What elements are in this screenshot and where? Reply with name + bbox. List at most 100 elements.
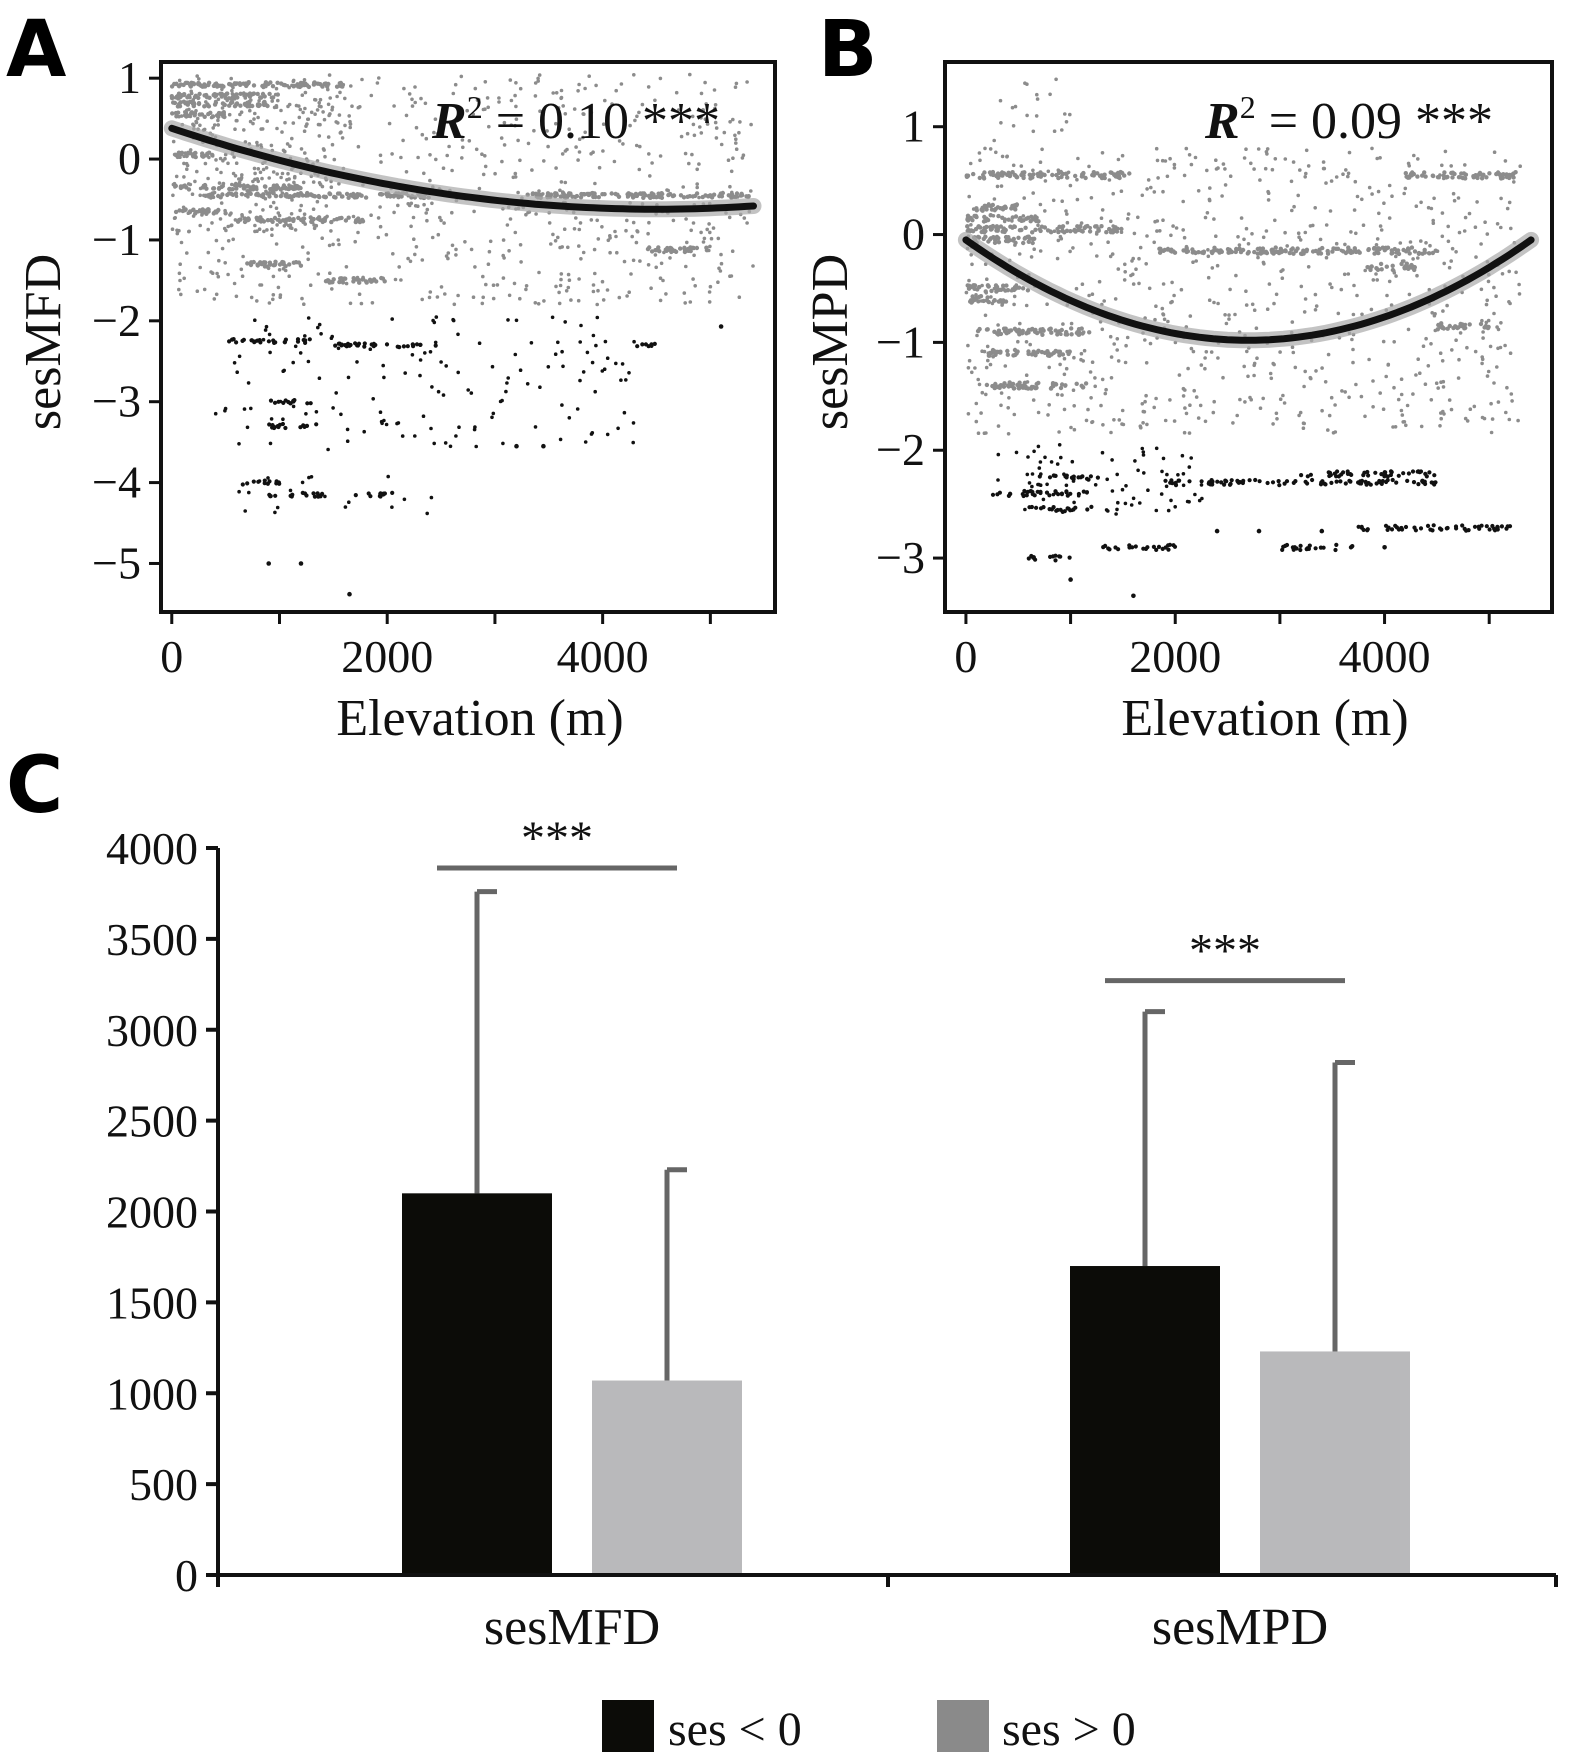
- data-point: [1234, 246, 1239, 252]
- data-point: [233, 127, 237, 131]
- data-point: [1097, 279, 1102, 284]
- data-point: [232, 361, 237, 365]
- data-point: [514, 318, 519, 323]
- data-point: [1160, 158, 1165, 163]
- y-tick-label: 0: [902, 209, 925, 260]
- panel-b-r2-annotation: R2 = 0.09 ***: [1204, 89, 1493, 150]
- data-point: [174, 114, 179, 119]
- data-point: [533, 425, 538, 429]
- data-point: [1196, 189, 1201, 193]
- data-point: [1396, 397, 1401, 402]
- data-point: [1038, 460, 1043, 464]
- data-point: [1391, 425, 1395, 429]
- data-point: [1301, 426, 1306, 431]
- data-point: [1101, 545, 1106, 550]
- data-point: [495, 283, 500, 287]
- data-point: [1260, 246, 1266, 251]
- data-point: [268, 494, 273, 499]
- data-point: [1458, 331, 1463, 335]
- data-point: [1030, 492, 1035, 497]
- data-point: [1138, 501, 1142, 505]
- data-point: [252, 166, 257, 171]
- data-point: [719, 261, 724, 266]
- data-point: [1013, 173, 1018, 178]
- data-point: [1146, 178, 1151, 182]
- data-point: [1003, 364, 1008, 368]
- data-point: [273, 259, 278, 264]
- data-point: [1108, 170, 1113, 175]
- data-point: [212, 297, 217, 301]
- data-point: [283, 425, 288, 431]
- data-point: [1047, 403, 1051, 407]
- data-point: [263, 80, 269, 85]
- data-point: [577, 150, 582, 154]
- data-point: [331, 242, 335, 247]
- data-point: [608, 236, 612, 240]
- data-point: [189, 111, 194, 116]
- data-point: [994, 150, 998, 155]
- data-point: [327, 73, 332, 77]
- data-point: [1056, 229, 1061, 235]
- data-point: [483, 164, 488, 169]
- data-point: [1495, 325, 1499, 329]
- data-point: [388, 194, 393, 199]
- data-point: [558, 283, 563, 288]
- data-point: [1145, 545, 1150, 550]
- data-point: [1301, 248, 1306, 253]
- data-point: [432, 441, 437, 446]
- data-point: [378, 224, 383, 229]
- data-point: [1131, 496, 1136, 501]
- data-point: [1485, 232, 1490, 236]
- data-point: [1283, 157, 1288, 161]
- data-point: [1314, 304, 1319, 308]
- data-point: [321, 147, 326, 151]
- data-point: [506, 376, 511, 380]
- data-point: [505, 381, 509, 385]
- data-point: [308, 215, 313, 220]
- data-point: [572, 227, 577, 231]
- data-point: [1366, 473, 1371, 478]
- data-point: [1214, 528, 1220, 534]
- data-point: [652, 113, 657, 117]
- data-point: [230, 182, 234, 187]
- data-point: [1082, 348, 1087, 353]
- data-point: [1412, 525, 1417, 530]
- data-point: [170, 111, 175, 116]
- data-point: [979, 411, 983, 415]
- data-point: [1137, 281, 1141, 286]
- data-point: [542, 299, 546, 303]
- data-point: [1447, 398, 1452, 402]
- data-point: [1499, 321, 1503, 325]
- data-point: [293, 174, 297, 179]
- data-point: [643, 342, 649, 347]
- data-point: [356, 341, 362, 346]
- data-point: [430, 235, 435, 240]
- data-point: [713, 103, 718, 107]
- data-point: [1184, 146, 1189, 151]
- data-point: [1442, 170, 1447, 175]
- data-point: [749, 122, 753, 127]
- data-point: [585, 350, 590, 355]
- data-point: [632, 339, 636, 344]
- data-point: [1431, 523, 1436, 528]
- data-point: [179, 292, 183, 297]
- data-point: [1486, 369, 1491, 374]
- data-point: [1068, 249, 1072, 254]
- data-point: [418, 358, 423, 362]
- data-point: [1004, 283, 1009, 288]
- data-point: [1255, 356, 1259, 361]
- data-point: [257, 99, 261, 103]
- data-point: [518, 296, 522, 301]
- data-point: [362, 344, 367, 349]
- data-point: [270, 227, 274, 231]
- data-point: [317, 134, 322, 138]
- data-point: [1431, 481, 1436, 486]
- data-point: [1488, 344, 1493, 349]
- data-point: [183, 110, 189, 116]
- data-point: [1233, 312, 1237, 317]
- data-point: [1184, 411, 1189, 416]
- data-point: [560, 403, 564, 407]
- data-point: [1258, 406, 1263, 411]
- data-point: [984, 207, 989, 212]
- data-point: [518, 86, 523, 91]
